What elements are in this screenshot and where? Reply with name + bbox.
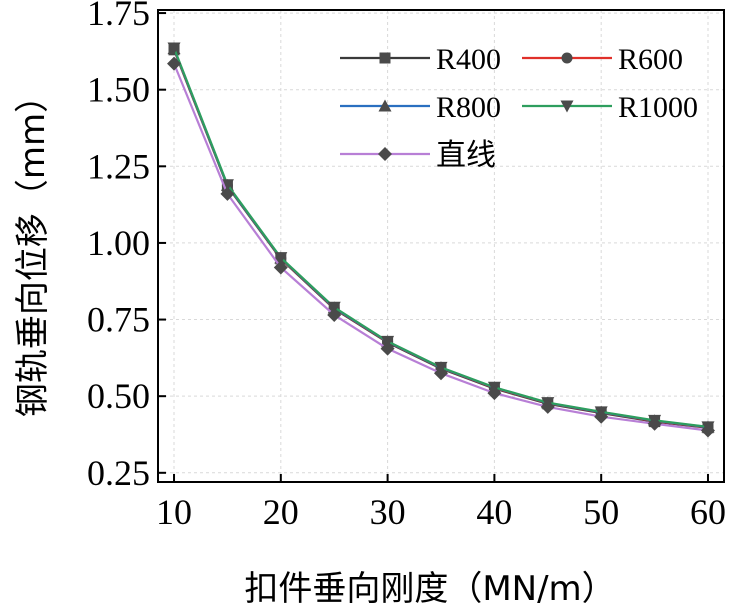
legend-item: R600: [522, 43, 683, 76]
data-point: [220, 186, 235, 201]
x-tick-label: 20: [263, 492, 299, 532]
grid-lines: [158, 10, 724, 482]
data-point: [700, 423, 715, 438]
y-tick-label: 1.25: [87, 146, 150, 186]
data-point: [273, 260, 288, 275]
x-tick-label: 10: [156, 492, 192, 532]
x-tick-label: 40: [476, 492, 512, 532]
legend-label: 直线: [436, 138, 496, 173]
data-point: [220, 179, 234, 192]
data-point: [594, 409, 609, 424]
legend-item: 直线: [340, 138, 496, 173]
data-point: [434, 366, 448, 381]
y-tick-label: 0.50: [87, 376, 150, 416]
data-point: [327, 307, 342, 322]
legend-item: R800: [340, 91, 501, 124]
legend-marker: [561, 52, 573, 64]
x-tick-label: 60: [690, 492, 726, 532]
y-tick-label: 1.75: [87, 0, 150, 33]
data-point: [167, 56, 182, 71]
x-tick-label: 50: [583, 492, 619, 532]
legend-marker: [379, 52, 391, 64]
data-point: [167, 42, 181, 55]
y-tick-label: 0.75: [87, 300, 150, 340]
legend-label: R400: [436, 43, 501, 76]
legend-item: R400: [340, 43, 501, 76]
data-point: [274, 252, 288, 265]
legend-marker: [378, 99, 392, 112]
x-tick-label: 30: [370, 492, 406, 532]
y-axis-title: 钢轨垂向位移（mm）: [13, 79, 53, 417]
data-point: [327, 301, 341, 314]
series-layer: [167, 42, 715, 438]
plot-area-frame: [157, 9, 725, 483]
y-tick-label: 1.00: [87, 223, 150, 263]
legend-label: R800: [436, 91, 501, 124]
data-point: [540, 399, 555, 414]
x-axis-title: 扣件垂向刚度（MN/m）: [244, 569, 615, 609]
legend: R400 R600 R800 R1000 直线: [340, 43, 698, 173]
legend-label: R1000: [618, 91, 698, 124]
legend-marker: [560, 100, 574, 113]
y-tick-label: 1.50: [87, 70, 150, 110]
data-point: [647, 416, 662, 431]
series-5: [167, 56, 715, 438]
data-point: [487, 386, 502, 401]
data-point: [380, 341, 395, 356]
y-tick-label: 0.25: [87, 453, 150, 493]
legend-item: R1000: [522, 91, 698, 124]
legend-marker: [378, 147, 392, 161]
axis-ticks: 10 20 30 40 50 60 0.25 0.50 0.75 1.00 1.25 1.50 1.75: [87, 0, 726, 532]
legend-label: R600: [618, 43, 683, 76]
